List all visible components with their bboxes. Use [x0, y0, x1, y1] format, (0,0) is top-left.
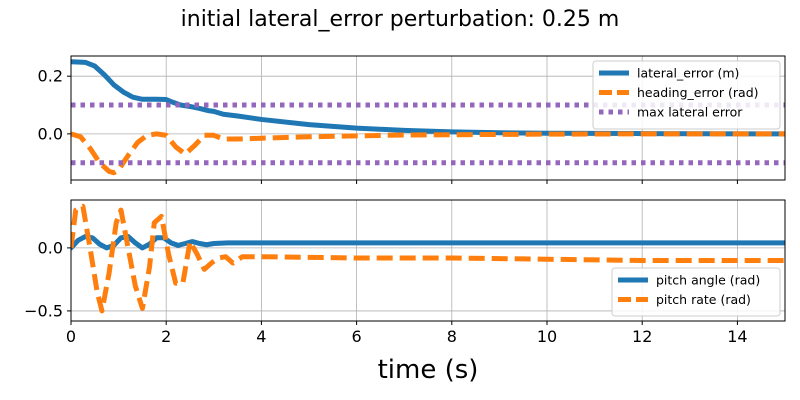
x-tick-label: 10	[537, 327, 557, 346]
y-tick-label: 0.0	[38, 124, 63, 143]
x-tick-label: 12	[632, 327, 652, 346]
legend-label: pitch angle (rad)	[656, 273, 760, 288]
legend-label: heading_error (rad)	[637, 85, 759, 100]
figure-title: initial lateral_error perturbation: 0.25…	[181, 7, 620, 32]
x-tick-label: 2	[161, 327, 171, 346]
x-tick-label: 8	[447, 327, 457, 346]
axes-frame	[70, 55, 786, 181]
legend-label: pitch rate (rad)	[656, 292, 751, 307]
legend-box	[611, 267, 781, 317]
top-subplot: 0.0 0.2 lateral_error (m) heading_error (ra…	[38, 55, 786, 184]
x-tick-label: 14	[727, 327, 747, 346]
axes-frame	[70, 199, 786, 322]
y-tick-label: 0.2	[38, 67, 63, 86]
series-line-1	[71, 131, 785, 176]
y-tick-label: −0.5	[24, 301, 63, 320]
y-tick-label: 0.0	[38, 238, 63, 257]
x-tick-label: 6	[352, 327, 362, 346]
series-line-0	[71, 59, 785, 137]
legend: pitch angle (rad) pitch rate (rad)	[611, 267, 781, 317]
legend: lateral_error (m) heading_error (rad) max …	[592, 60, 781, 130]
legend-label: lateral_error (m)	[637, 66, 739, 81]
legend-label: max lateral error	[637, 105, 743, 120]
legend-box	[592, 60, 781, 130]
x-axis-label: time (s)	[378, 355, 479, 385]
x-tick-label: 0	[66, 327, 76, 346]
x-tick-label: 4	[256, 327, 266, 346]
